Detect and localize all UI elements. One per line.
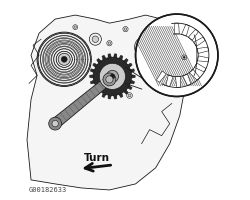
Polygon shape xyxy=(196,48,208,54)
Circle shape xyxy=(152,77,158,83)
Circle shape xyxy=(106,41,112,47)
Circle shape xyxy=(52,121,58,127)
Polygon shape xyxy=(165,76,172,87)
Circle shape xyxy=(99,64,125,90)
Polygon shape xyxy=(90,81,94,84)
Circle shape xyxy=(106,76,112,84)
Text: G00182633: G00182633 xyxy=(29,186,67,192)
Polygon shape xyxy=(181,25,188,37)
Polygon shape xyxy=(52,77,112,128)
Circle shape xyxy=(72,26,77,30)
Circle shape xyxy=(138,42,151,54)
Polygon shape xyxy=(96,90,101,95)
Circle shape xyxy=(102,74,116,86)
Polygon shape xyxy=(113,96,116,100)
Circle shape xyxy=(154,79,156,81)
Polygon shape xyxy=(188,30,198,41)
Circle shape xyxy=(128,95,130,97)
Circle shape xyxy=(82,97,88,103)
Polygon shape xyxy=(123,59,128,64)
Circle shape xyxy=(142,45,148,51)
Polygon shape xyxy=(118,94,122,98)
Polygon shape xyxy=(174,24,178,35)
Polygon shape xyxy=(197,57,208,62)
Text: Turn: Turn xyxy=(83,152,109,162)
Polygon shape xyxy=(118,56,122,60)
Circle shape xyxy=(74,27,76,29)
Polygon shape xyxy=(131,75,134,79)
Circle shape xyxy=(122,27,128,33)
Circle shape xyxy=(37,33,91,87)
Circle shape xyxy=(135,15,217,97)
Circle shape xyxy=(92,37,98,43)
Circle shape xyxy=(93,58,131,96)
Polygon shape xyxy=(130,70,134,73)
Polygon shape xyxy=(108,54,111,58)
Circle shape xyxy=(108,43,110,45)
Circle shape xyxy=(89,34,101,46)
Polygon shape xyxy=(193,38,204,47)
Polygon shape xyxy=(92,86,97,90)
Polygon shape xyxy=(113,54,116,58)
Polygon shape xyxy=(102,56,105,60)
Circle shape xyxy=(58,54,70,66)
Circle shape xyxy=(124,29,126,31)
Circle shape xyxy=(182,57,184,59)
Polygon shape xyxy=(102,94,105,98)
Polygon shape xyxy=(96,59,101,64)
Polygon shape xyxy=(127,64,132,68)
Polygon shape xyxy=(127,86,132,90)
Polygon shape xyxy=(188,70,199,81)
Circle shape xyxy=(61,57,67,63)
Polygon shape xyxy=(92,64,97,68)
Polygon shape xyxy=(182,75,190,86)
Polygon shape xyxy=(175,77,180,88)
Circle shape xyxy=(110,75,114,79)
Polygon shape xyxy=(156,72,166,83)
Polygon shape xyxy=(194,64,205,73)
Circle shape xyxy=(83,98,86,102)
Polygon shape xyxy=(123,90,128,95)
Polygon shape xyxy=(108,96,111,100)
Polygon shape xyxy=(130,81,134,84)
Polygon shape xyxy=(90,70,94,73)
Circle shape xyxy=(134,37,156,59)
Polygon shape xyxy=(27,16,185,190)
Circle shape xyxy=(126,93,132,99)
Circle shape xyxy=(181,56,186,60)
Circle shape xyxy=(48,118,61,130)
Polygon shape xyxy=(89,75,93,79)
Circle shape xyxy=(106,71,118,83)
